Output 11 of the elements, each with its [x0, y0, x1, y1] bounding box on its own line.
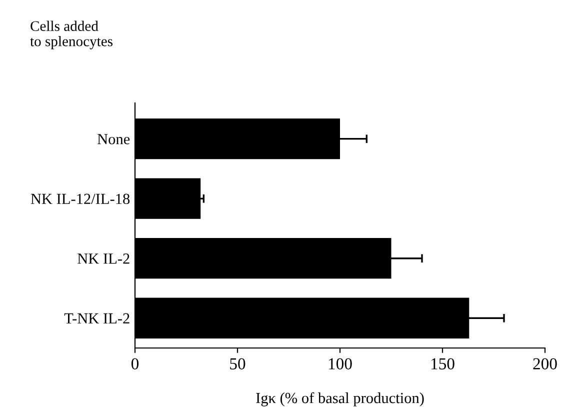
y-tick-label: NK IL-2	[78, 254, 130, 264]
y-tick-label: NK IL-12/IL-18	[30, 194, 130, 204]
y-tick-label: None	[97, 134, 130, 144]
y-tick-label: T-NK IL-2	[64, 313, 130, 324]
x-tick-label: 100	[328, 358, 352, 370]
x-tick-label: 200	[533, 358, 557, 370]
x-tick-label: 50	[230, 358, 246, 370]
y-axis-title: Cells added to splenocytes	[30, 20, 112, 50]
x-tick-label: 150	[431, 358, 454, 370]
x-axis-title: Igκ (% of basal production)	[256, 392, 424, 406]
x-tick-label: 0	[131, 358, 139, 370]
